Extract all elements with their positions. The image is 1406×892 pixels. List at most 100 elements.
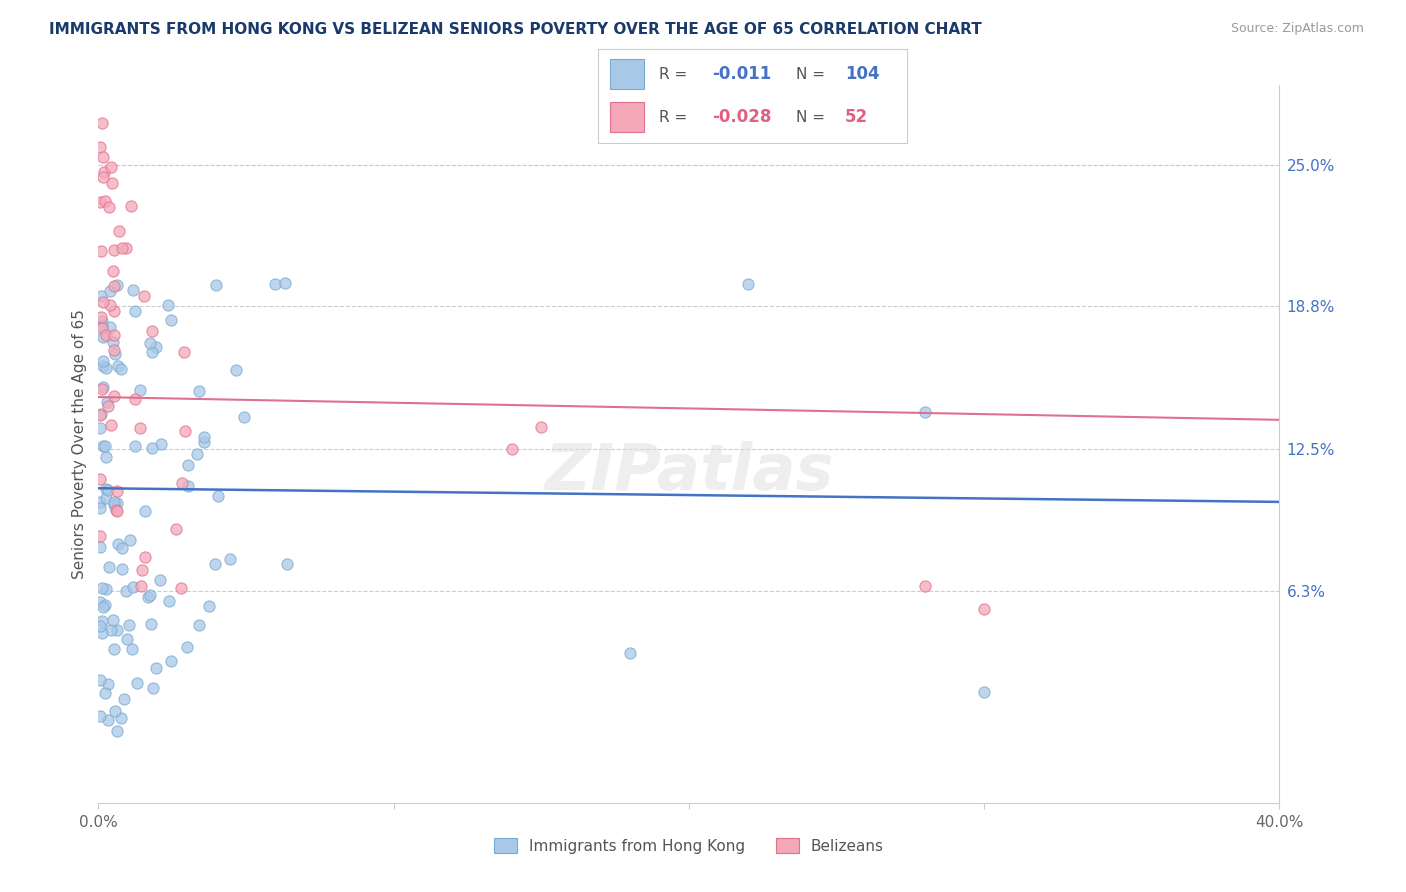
Point: [104, 503, 127, 517]
Point: [225, 363, 247, 377]
Point: [139, 336, 162, 351]
Point: [118, 618, 141, 632]
Point: [274, 276, 297, 290]
Point: [104, 346, 127, 360]
Point: [142, 681, 165, 695]
Point: [90, 313, 112, 327]
FancyBboxPatch shape: [610, 60, 644, 89]
FancyBboxPatch shape: [610, 103, 644, 132]
Point: [105, 504, 128, 518]
Point: [159, 313, 181, 327]
Text: Source: ZipAtlas.com: Source: ZipAtlas.com: [1230, 22, 1364, 36]
Point: [114, 584, 136, 599]
Point: [110, 361, 132, 376]
Point: [94, 582, 117, 597]
Point: [103, 334, 125, 349]
Point: [501, 442, 523, 457]
Point: [91, 626, 114, 640]
Point: [131, 563, 153, 577]
Point: [105, 278, 128, 293]
Point: [91, 380, 114, 394]
Point: [124, 303, 146, 318]
Point: [93, 359, 115, 373]
Point: [89, 421, 111, 435]
Point: [141, 344, 163, 359]
Point: [101, 263, 124, 277]
Point: [188, 384, 211, 398]
Point: [98, 298, 121, 312]
Point: [103, 243, 125, 257]
Point: [93, 165, 115, 179]
Point: [89, 619, 111, 633]
Point: [100, 624, 122, 638]
Point: [103, 343, 125, 358]
Text: R =: R =: [659, 110, 688, 125]
Point: [276, 558, 298, 572]
Point: [103, 642, 125, 657]
Point: [973, 685, 995, 699]
Point: [100, 160, 122, 174]
Point: [129, 579, 152, 593]
Point: [145, 340, 167, 354]
Point: [619, 646, 641, 660]
Point: [104, 704, 127, 718]
Text: 52: 52: [845, 109, 868, 127]
Point: [107, 537, 129, 551]
Point: [176, 640, 198, 655]
Text: N =: N =: [796, 110, 824, 125]
Point: [170, 475, 193, 490]
Y-axis label: Seniors Poverty Over the Age of 65: Seniors Poverty Over the Age of 65: [72, 309, 87, 579]
Point: [177, 458, 200, 472]
Point: [96, 395, 118, 409]
Point: [91, 149, 114, 163]
Point: [132, 289, 155, 303]
Point: [198, 599, 221, 614]
Point: [914, 579, 936, 593]
Point: [97, 713, 120, 727]
Text: IMMIGRANTS FROM HONG KONG VS BELIZEAN SENIORS POVERTY OVER THE AGE OF 65 CORRELA: IMMIGRANTS FROM HONG KONG VS BELIZEAN SE…: [49, 22, 981, 37]
Point: [103, 498, 125, 512]
Point: [737, 277, 759, 291]
Point: [97, 200, 120, 214]
Point: [177, 479, 200, 493]
Point: [121, 580, 143, 594]
Text: N =: N =: [796, 67, 824, 82]
Point: [914, 405, 936, 419]
Point: [157, 297, 180, 311]
Point: [97, 559, 120, 574]
Point: [94, 327, 117, 342]
Point: [103, 304, 125, 318]
Point: [139, 588, 162, 602]
Point: [90, 581, 112, 595]
Point: [149, 574, 172, 588]
Point: [91, 354, 114, 368]
Point: [120, 533, 142, 547]
Point: [93, 598, 115, 612]
Point: [89, 494, 111, 508]
Point: [170, 581, 193, 595]
Point: [173, 345, 195, 359]
Point: [89, 139, 111, 153]
Point: [121, 642, 143, 657]
Point: [186, 446, 208, 460]
Point: [111, 561, 134, 575]
Point: [94, 194, 117, 209]
Point: [101, 613, 124, 627]
Point: [125, 675, 148, 690]
Point: [145, 661, 167, 675]
Point: [124, 392, 146, 406]
Point: [89, 595, 111, 609]
Point: [139, 617, 162, 632]
Point: [89, 500, 111, 515]
Point: [122, 283, 145, 297]
Point: [91, 169, 114, 184]
Point: [101, 177, 124, 191]
Point: [207, 489, 229, 503]
Point: [129, 421, 152, 435]
Point: [94, 482, 117, 496]
Point: [193, 430, 215, 444]
Point: [91, 320, 114, 334]
Point: [219, 552, 242, 566]
Point: [160, 654, 183, 668]
Point: [204, 558, 226, 572]
